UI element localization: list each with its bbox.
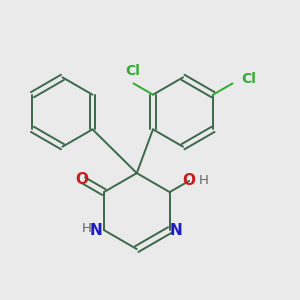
Text: Cl: Cl (241, 73, 256, 86)
Text: N: N (169, 223, 182, 238)
Text: N: N (89, 223, 102, 238)
Text: Cl: Cl (125, 64, 140, 77)
Text: H: H (199, 174, 208, 188)
Text: O: O (183, 173, 196, 188)
Text: O: O (75, 172, 88, 187)
Text: H: H (82, 222, 91, 235)
